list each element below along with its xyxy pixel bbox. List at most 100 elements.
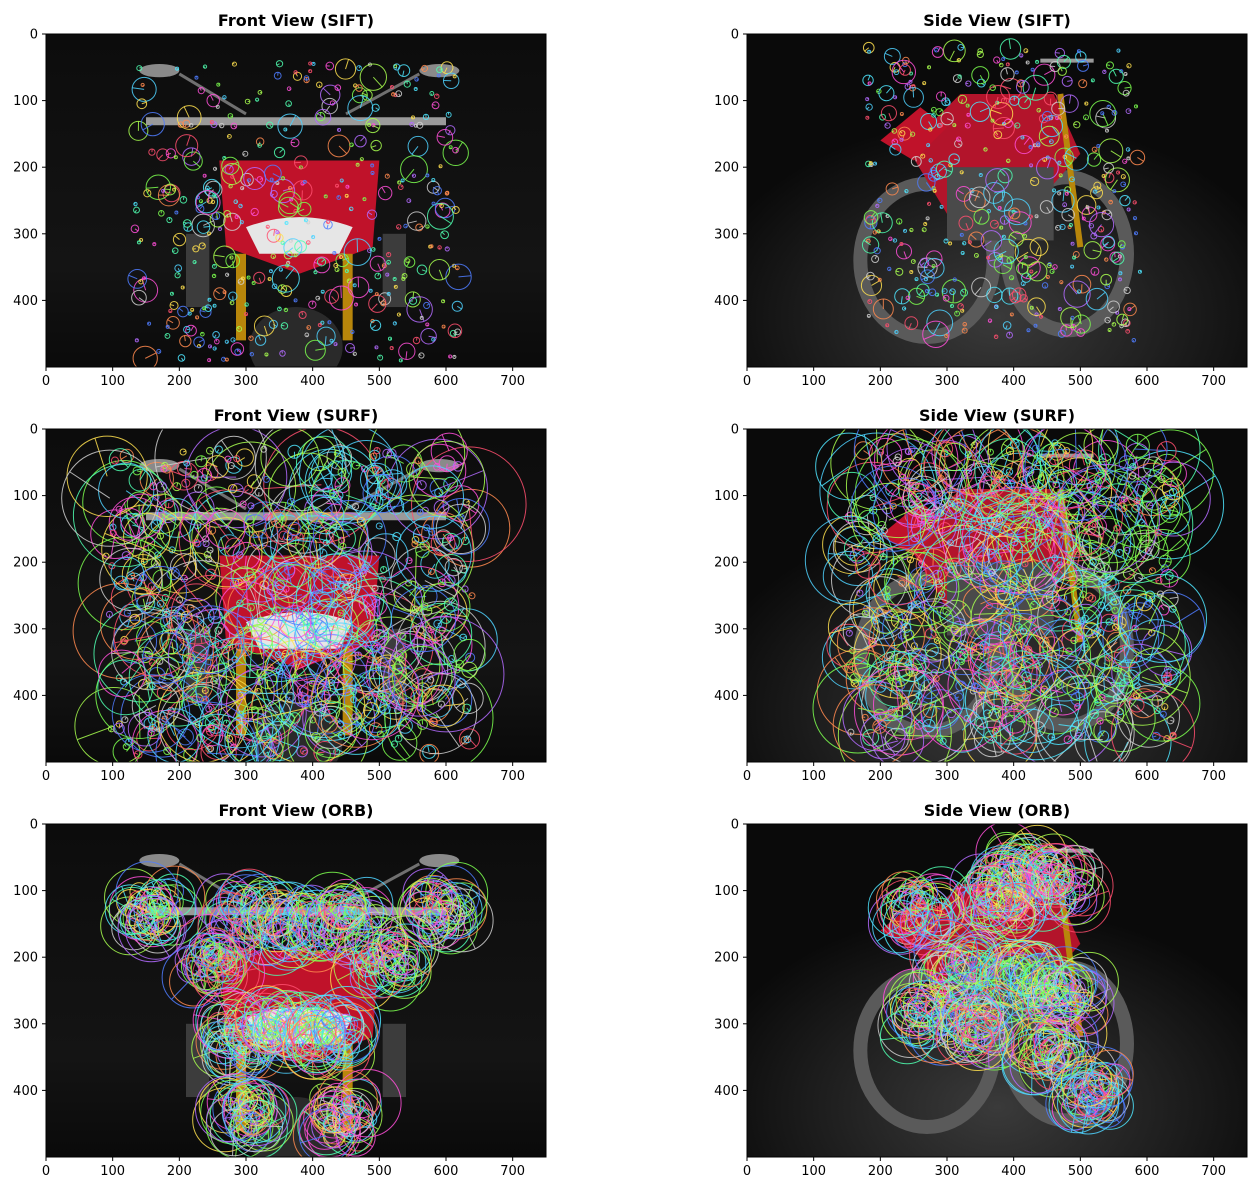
keypoint-orientation <box>895 270 900 273</box>
keypoint-orientation <box>994 96 999 109</box>
keypoint-orientation <box>988 633 991 653</box>
keypoint-orientation <box>999 616 1002 647</box>
keypoint-circle <box>317 322 322 327</box>
keypoint-circle <box>1133 104 1139 109</box>
keypoint-circle <box>117 894 185 963</box>
keypoint-circle <box>1122 567 1135 580</box>
keypoint-orientation <box>930 475 949 489</box>
keypoint-circle <box>224 537 245 558</box>
keypoint-orientation <box>114 634 155 644</box>
keypoint-orientation <box>869 472 894 509</box>
keypoint-circle <box>921 227 927 233</box>
keypoint-orientation <box>168 217 171 221</box>
keypoint-orientation <box>202 697 245 718</box>
keypoint-circle <box>940 111 954 126</box>
keypoint-orientation <box>338 145 348 154</box>
keypoint-orientation <box>873 726 880 731</box>
keypoint-orientation <box>405 225 408 228</box>
keypoint-orientation <box>219 965 230 980</box>
keypoint-orientation <box>402 70 405 77</box>
keypoint-circle <box>310 654 404 748</box>
keypoint-circle <box>315 295 321 301</box>
keypoint-orientation <box>287 942 304 966</box>
keypoint-orientation <box>1007 120 1012 124</box>
keypoint-orientation <box>217 630 220 635</box>
keypoint-orientation <box>176 482 179 487</box>
keypoint-orientation <box>149 662 153 665</box>
axes-frame <box>746 428 1248 763</box>
keypoint-circle <box>200 929 231 960</box>
keypoint-circle <box>285 100 292 107</box>
keypoint-circle <box>1133 682 1141 690</box>
keypoint-orientation <box>1009 219 1021 224</box>
y-tick-label: 200 <box>714 556 739 571</box>
keypoint-circle <box>425 173 430 178</box>
keypoint-circle <box>1003 118 1013 129</box>
keypoint-orientation <box>1040 315 1043 318</box>
keypoint-circle <box>179 334 192 348</box>
keypoint-circle <box>200 331 205 337</box>
keypoint-orientation <box>415 635 444 646</box>
keypoint-orientation <box>281 885 300 916</box>
keypoint-orientation <box>903 229 906 232</box>
keypoint-orientation <box>898 635 903 639</box>
keypoint-orientation <box>131 909 157 930</box>
keypoint-orientation <box>273 576 292 585</box>
keypoint-circle <box>1079 590 1087 599</box>
keypoint-circle <box>202 626 211 635</box>
keypoint-circle <box>427 676 435 684</box>
keypoint-circle <box>922 81 927 86</box>
keypoint-orientation <box>945 100 948 104</box>
keypoint-circle <box>131 681 181 730</box>
keypoint-circle <box>124 897 187 960</box>
keypoint-circle <box>1008 211 1032 235</box>
keypoint-circle <box>908 79 913 84</box>
keypoint-orientation <box>1169 596 1179 599</box>
keypoint-circle <box>444 558 463 577</box>
keypoint-orientation <box>1130 595 1137 630</box>
keypoint-orientation <box>1038 450 1054 452</box>
keypoint-circle <box>944 560 962 578</box>
keypoint-orientation <box>962 328 966 331</box>
keypoint-circle <box>61 449 159 547</box>
keypoint-circle <box>1061 207 1075 222</box>
keypoint-circle <box>872 714 925 762</box>
keypoint-orientation <box>1087 522 1091 529</box>
keypoint-orientation <box>222 663 228 675</box>
keypoint-orientation <box>1088 541 1091 555</box>
keypoint-circle <box>891 59 917 85</box>
keypoint-circle <box>279 919 298 938</box>
keypoint-circle <box>1027 297 1046 316</box>
keypoint-orientation <box>265 622 289 639</box>
keypoint-orientation <box>419 309 425 322</box>
keypoint-orientation <box>218 919 234 934</box>
keypoint-orientation <box>1115 312 1118 314</box>
keypoint-circle <box>993 56 1001 64</box>
keypoint-orientation <box>183 479 187 484</box>
keypoint-orientation <box>211 722 219 727</box>
keypoint-orientation <box>888 268 891 271</box>
keypoint-circle <box>1063 586 1084 607</box>
keypoint-orientation <box>171 642 175 655</box>
keypoint-circle <box>287 521 302 537</box>
keypoint-circle <box>371 103 380 112</box>
keypoint-circle <box>416 480 427 491</box>
keypoint-circle <box>261 514 311 565</box>
x-tick-label: 700 <box>1201 769 1226 784</box>
keypoint-circle <box>100 588 172 660</box>
keypoint-orientation <box>421 269 427 272</box>
keypoint-orientation <box>344 675 352 686</box>
keypoint-orientation <box>330 680 334 683</box>
keypoint-orientation <box>428 923 445 926</box>
keypoint-circle <box>968 186 991 209</box>
keypoint-orientation <box>1069 224 1072 227</box>
keypoint-orientation <box>996 686 998 698</box>
keypoint-circle <box>1110 595 1121 606</box>
keypoint-orientation <box>331 933 343 963</box>
keypoint-orientation <box>266 751 272 762</box>
keypoint-circle <box>247 603 255 612</box>
keypoint-orientation <box>359 952 381 972</box>
keypoint-orientation <box>419 509 422 513</box>
keypoint-orientation <box>1136 704 1142 712</box>
keypoint-orientation <box>445 192 448 195</box>
